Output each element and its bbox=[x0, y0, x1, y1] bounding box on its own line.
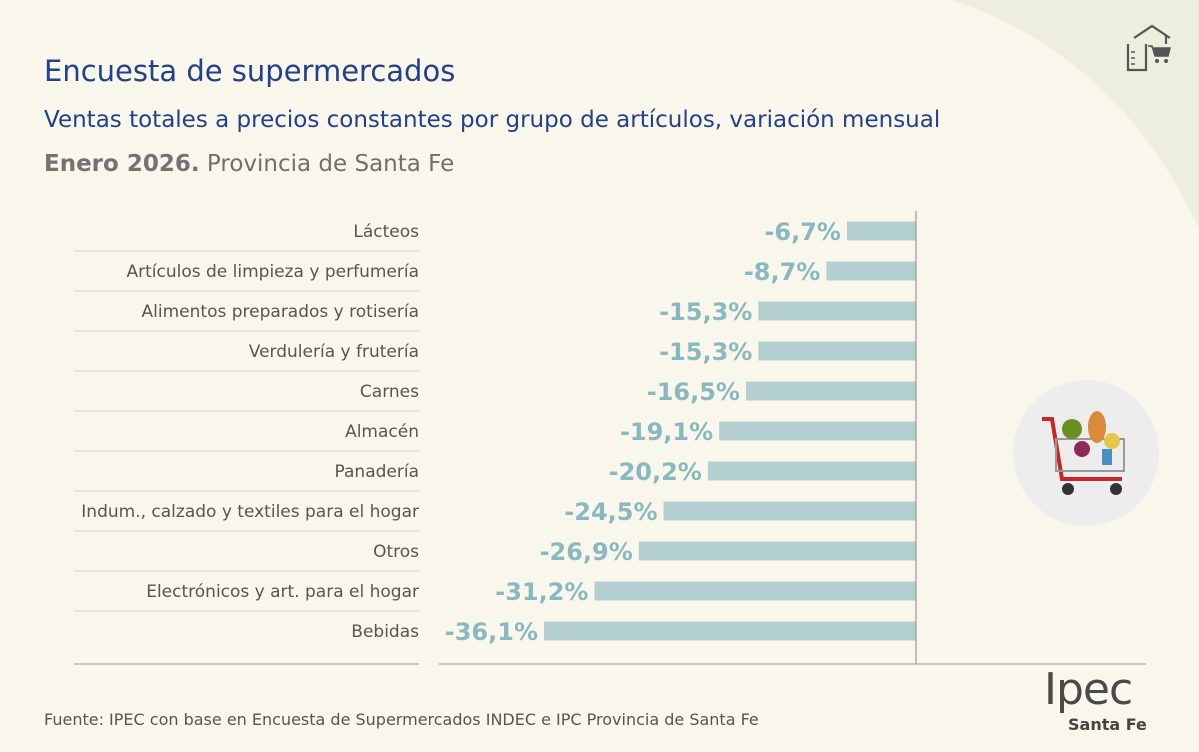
value-label: -6,7% bbox=[764, 218, 841, 246]
logo-subtitle: Santa Fe bbox=[1068, 715, 1147, 734]
bar bbox=[544, 621, 916, 641]
bar bbox=[663, 501, 916, 521]
shopping-cart-icon bbox=[1013, 380, 1159, 526]
value-label: -20,2% bbox=[609, 458, 702, 486]
bar bbox=[707, 461, 916, 481]
value-label: -31,2% bbox=[495, 578, 588, 606]
logo-word: Ipec bbox=[1044, 664, 1133, 715]
value-label: -15,3% bbox=[659, 298, 752, 326]
page-subtitle: Ventas totales a precios constantes por … bbox=[44, 107, 941, 133]
category-label: Panadería bbox=[335, 462, 419, 482]
category-label: Bebidas bbox=[351, 622, 419, 642]
bar bbox=[638, 541, 916, 561]
period-bold: Enero 2026. bbox=[44, 151, 200, 177]
source-note: Fuente: IPEC con base en Encuesta de Sup… bbox=[44, 710, 759, 729]
value-label: -15,3% bbox=[659, 338, 752, 366]
bar bbox=[758, 301, 916, 321]
page-title: Encuesta de supermercados bbox=[44, 54, 456, 88]
bar bbox=[758, 341, 916, 361]
category-label: Alimentos preparados y rotisería bbox=[142, 302, 419, 322]
house-cart-icon bbox=[1126, 24, 1171, 72]
value-label: -36,1% bbox=[445, 618, 538, 646]
period-label: Enero 2026. Provincia de Santa Fe bbox=[44, 151, 454, 177]
category-label: Lácteos bbox=[353, 222, 419, 242]
category-label: Verdulería y frutería bbox=[249, 342, 419, 362]
category-label: Otros bbox=[373, 542, 419, 562]
value-label: -19,1% bbox=[620, 418, 713, 446]
bar bbox=[594, 581, 916, 601]
ipec-logo: Ipec Santa Fe bbox=[1040, 664, 1160, 736]
value-label: -16,5% bbox=[647, 378, 740, 406]
bar bbox=[745, 381, 916, 401]
category-label: Indum., calzado y textiles para el hogar bbox=[81, 502, 419, 522]
value-label: -8,7% bbox=[744, 258, 821, 286]
value-label: -24,5% bbox=[564, 498, 657, 526]
bar bbox=[826, 261, 916, 281]
category-label: Carnes bbox=[360, 382, 419, 402]
period-rest: Provincia de Santa Fe bbox=[199, 151, 455, 177]
category-label: Artículos de limpieza y perfumería bbox=[126, 262, 419, 282]
value-label: -26,9% bbox=[540, 538, 633, 566]
bar bbox=[719, 421, 916, 441]
bar bbox=[846, 221, 916, 241]
category-label: Almacén bbox=[345, 422, 419, 442]
category-label: Electrónicos y art. para el hogar bbox=[146, 582, 419, 602]
bar-chart: Lácteos -6,7% Artículos de limpieza y perf… bbox=[74, 211, 1146, 665]
